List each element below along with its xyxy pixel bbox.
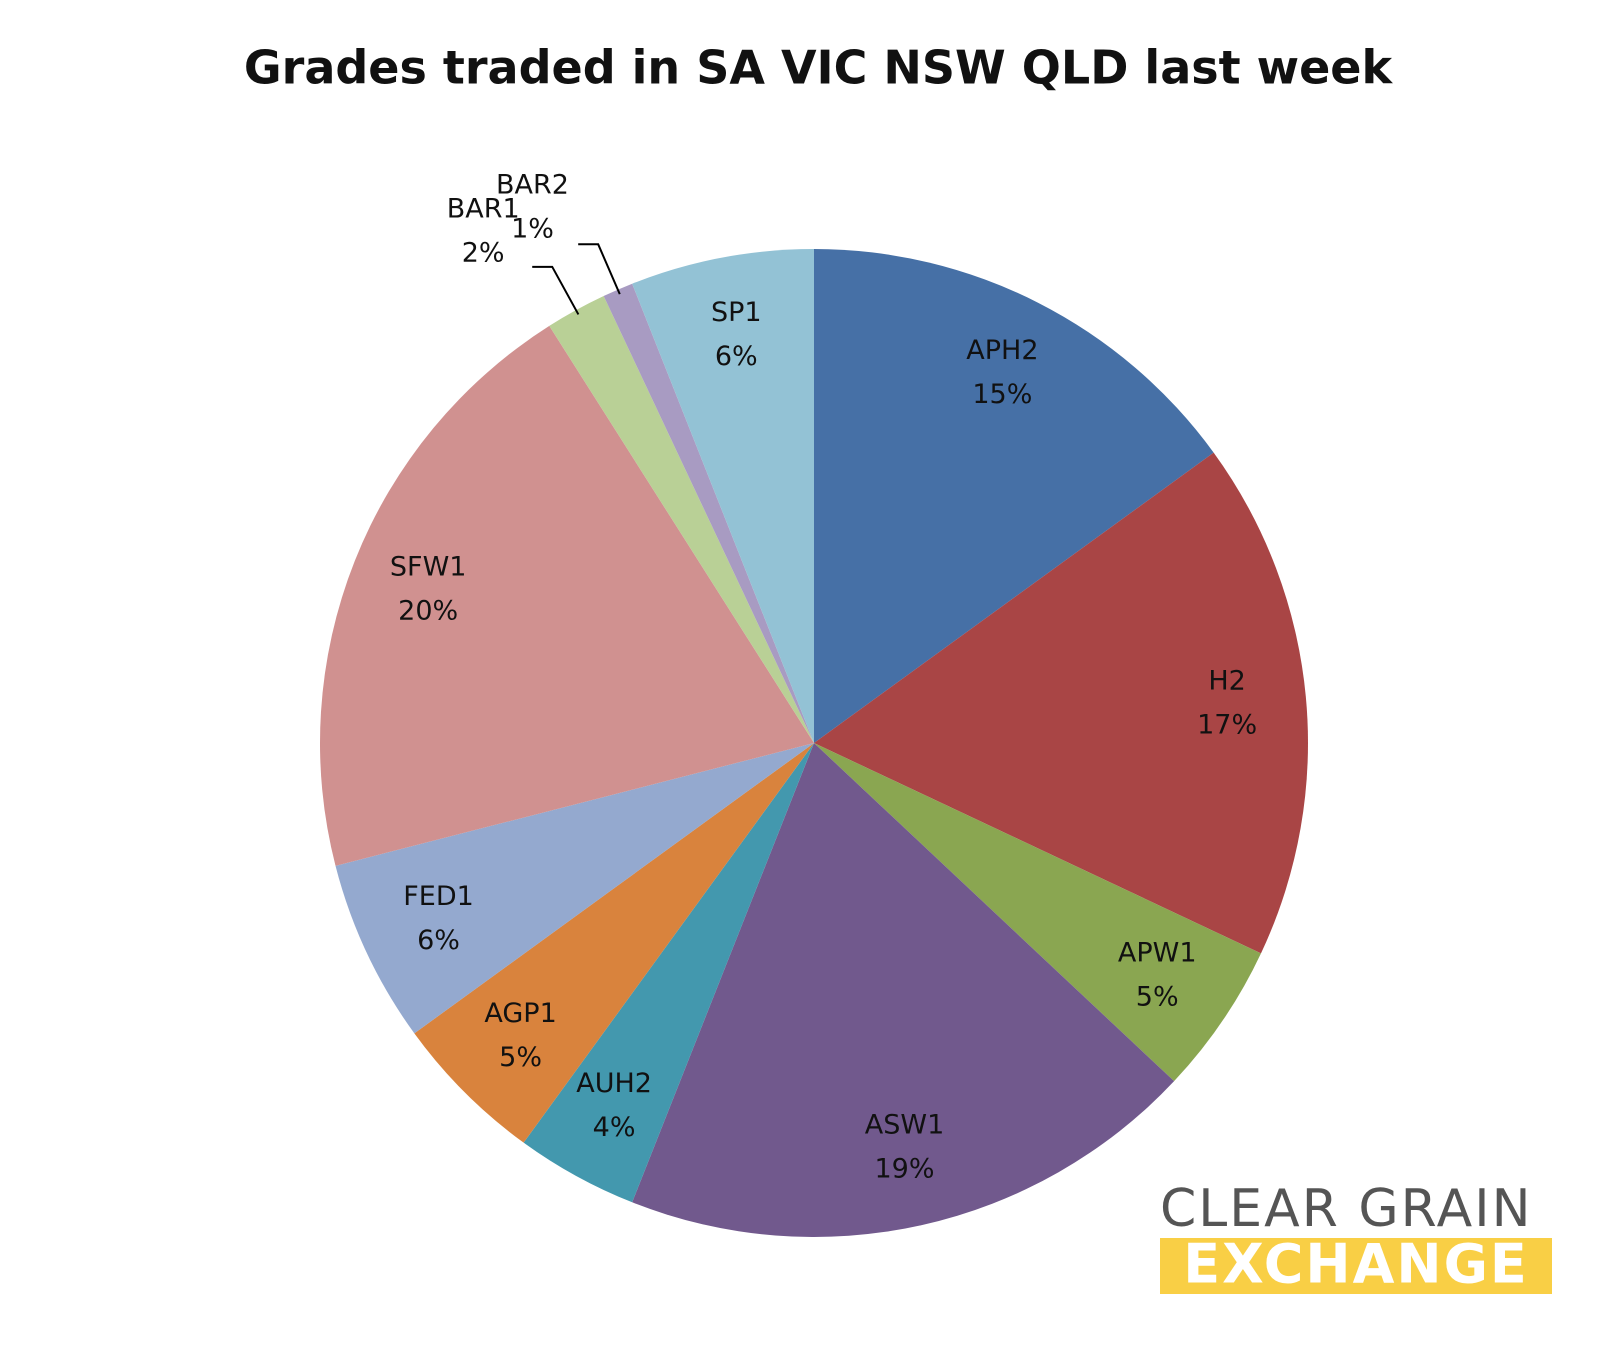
slice-label: BAR1 bbox=[447, 194, 520, 225]
slice-value-label: 5% bbox=[499, 1042, 542, 1073]
slice-label: H2 bbox=[1208, 665, 1245, 696]
slice bbox=[603, 283, 814, 743]
slice-label: AUH2 bbox=[576, 1068, 652, 1099]
slice bbox=[335, 743, 814, 1034]
slice-value-label: 6% bbox=[417, 925, 460, 956]
slice-label: APW1 bbox=[1118, 938, 1197, 969]
logo-line: EXCHANGE bbox=[1183, 1233, 1529, 1296]
slice-value-label: 4% bbox=[593, 1112, 636, 1143]
slice bbox=[632, 743, 1175, 1237]
slice bbox=[814, 743, 1261, 1082]
slice-label: BAR2 bbox=[496, 170, 569, 201]
slice-label: FED1 bbox=[403, 881, 474, 912]
slice-label: SFW1 bbox=[390, 552, 467, 583]
slice-value-label: 17% bbox=[1197, 709, 1257, 740]
slice-label: AGP1 bbox=[484, 998, 556, 1029]
slice-value-label: 2% bbox=[462, 238, 505, 269]
logo: CLEAR GRAIN EXCHANGE bbox=[1160, 1179, 1552, 1296]
logo-line: CLEAR GRAIN bbox=[1160, 1179, 1533, 1239]
leader-line bbox=[578, 243, 621, 295]
leader-line bbox=[532, 265, 580, 315]
slice bbox=[549, 296, 814, 743]
slice-value-label: 1% bbox=[511, 214, 554, 245]
slice-value-label: 5% bbox=[1136, 982, 1179, 1013]
slice-value-label: 20% bbox=[398, 596, 458, 627]
slice-label: SP1 bbox=[711, 297, 762, 328]
slice-label: ASW1 bbox=[865, 1109, 944, 1140]
slice bbox=[814, 452, 1309, 954]
slice bbox=[320, 325, 814, 866]
slice bbox=[814, 249, 1214, 743]
slice-value-label: 19% bbox=[875, 1153, 935, 1184]
chart-title: Grades traded in SA VIC NSW QLD last wee… bbox=[244, 41, 1394, 95]
slice bbox=[414, 743, 814, 1143]
slice-value-label: 6% bbox=[715, 341, 758, 372]
logo-band bbox=[1160, 1238, 1552, 1294]
slice bbox=[523, 743, 814, 1203]
slice bbox=[632, 249, 814, 743]
slice-label: APH2 bbox=[966, 335, 1038, 366]
slice-value-label: 15% bbox=[972, 379, 1032, 410]
